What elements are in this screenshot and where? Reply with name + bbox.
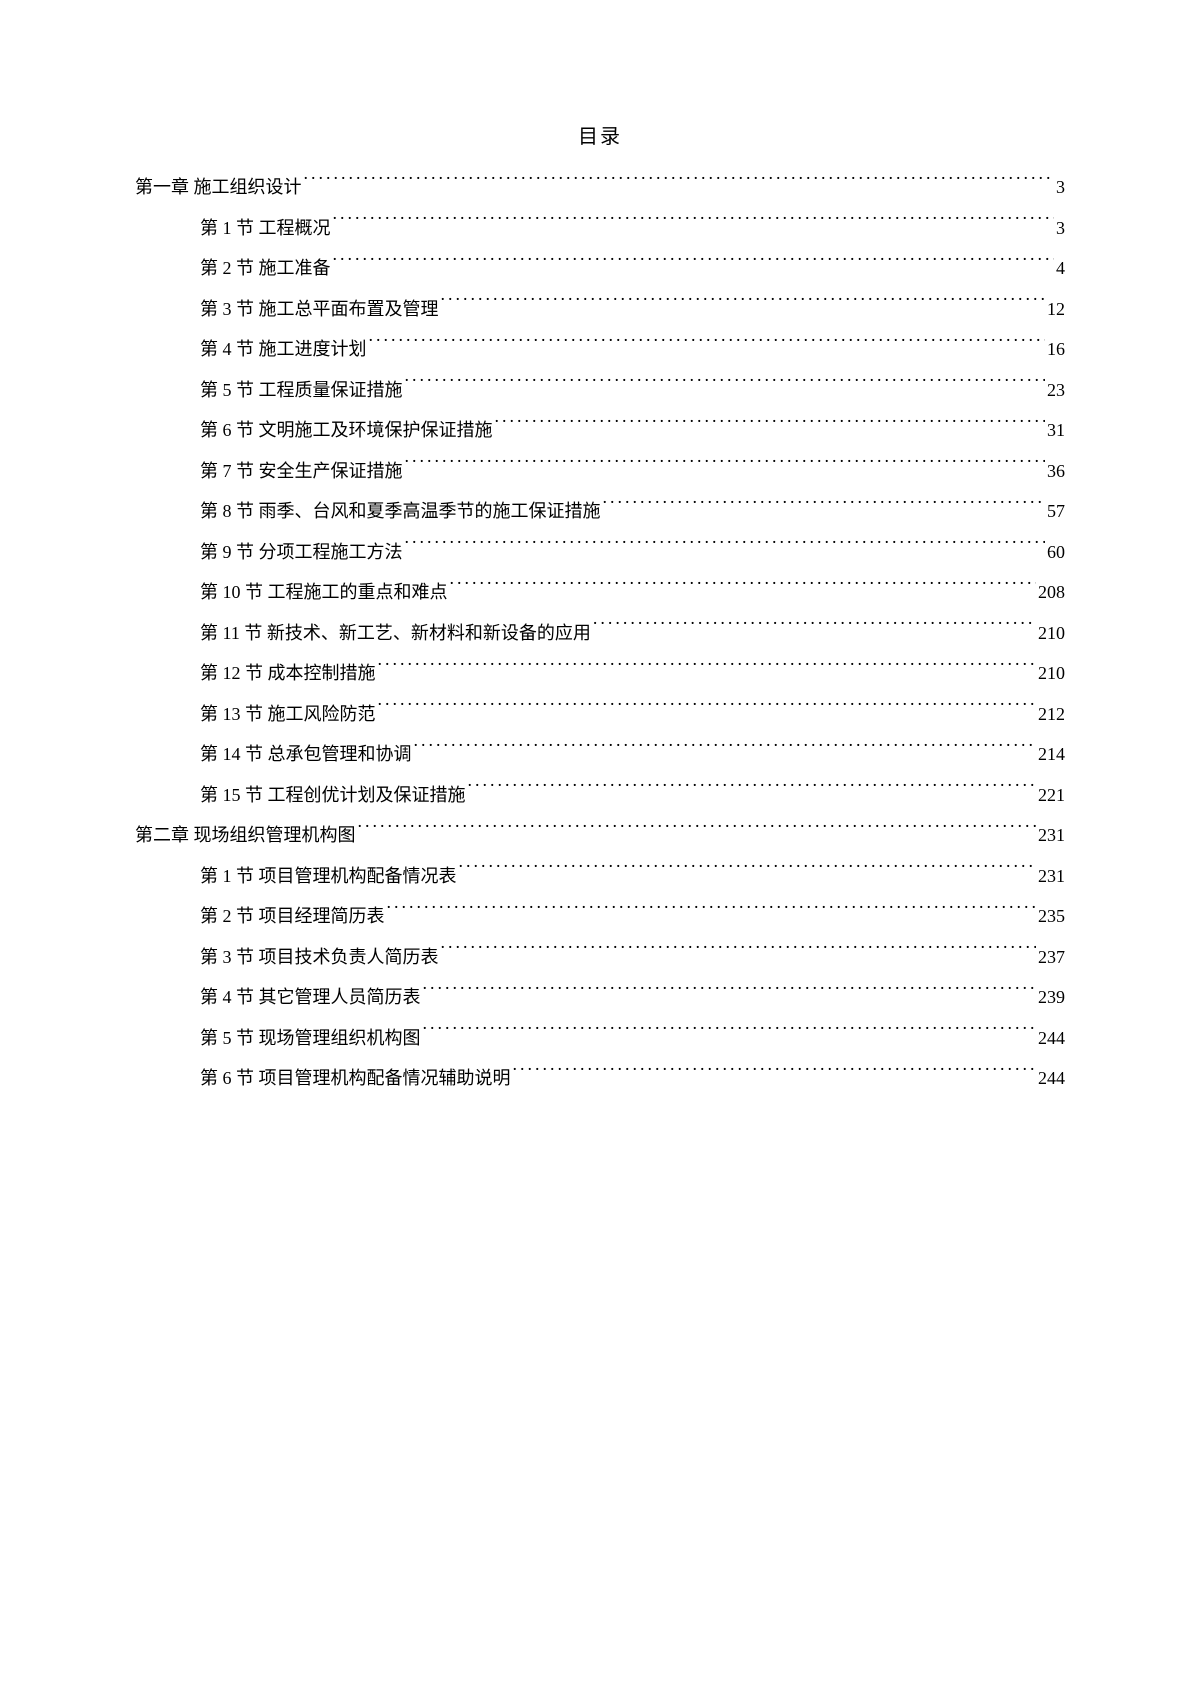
- toc-entry-page: 210: [1038, 653, 1065, 694]
- toc-entry-label: 第 1 节 工程概况: [200, 208, 331, 249]
- toc-title: 目录: [135, 120, 1065, 149]
- toc-entry-label: 第一章 施工组织设计: [135, 167, 302, 208]
- toc-leader-dots: [333, 256, 1055, 274]
- toc-entry: 第 8 节 雨季、台风和夏季高温季节的施工保证措施 57: [135, 491, 1065, 532]
- toc-entry: 第一章 施工组织设计 3: [135, 167, 1065, 208]
- toc-entry-page: 36: [1047, 451, 1065, 492]
- toc-entry: 第 13 节 施工风险防范 212: [135, 694, 1065, 735]
- toc-entry-label: 第 6 节 文明施工及环境保护保证措施: [200, 410, 493, 451]
- toc-leader-dots: [405, 378, 1046, 396]
- toc-entry-label: 第 2 节 项目经理简历表: [200, 896, 385, 937]
- toc-list: 第一章 施工组织设计3第 1 节 工程概况3第 2 节 施工准备4第 3 节 施…: [135, 167, 1065, 1099]
- toc-entry-label: 第 15 节 工程创优计划及保证措施: [200, 775, 466, 816]
- toc-entry-label: 第 11 节 新技术、新工艺、新材料和新设备的应用: [200, 613, 591, 654]
- toc-entry-label: 第 4 节 施工进度计划: [200, 329, 367, 370]
- toc-entry: 第 5 节 现场管理组织机构图 244: [135, 1018, 1065, 1059]
- toc-leader-dots: [333, 216, 1055, 234]
- toc-leader-dots: [459, 864, 1037, 882]
- toc-entry: 第 4 节 施工进度计划 16: [135, 329, 1065, 370]
- toc-leader-dots: [414, 742, 1037, 760]
- toc-entry-label: 第二章 现场组织管理机构图: [135, 815, 356, 856]
- toc-entry-label: 第 10 节 工程施工的重点和难点: [200, 572, 448, 613]
- toc-entry: 第 6 节 项目管理机构配备情况辅助说明 244: [135, 1058, 1065, 1099]
- toc-entry: 第 2 节 项目经理简历表 235: [135, 896, 1065, 937]
- toc-entry-page: 235: [1038, 896, 1065, 937]
- toc-entry: 第 7 节 安全生产保证措施 36: [135, 451, 1065, 492]
- toc-entry-label: 第 3 节 项目技术负责人简历表: [200, 937, 439, 978]
- toc-leader-dots: [468, 783, 1037, 801]
- toc-entry-page: 231: [1038, 856, 1065, 897]
- toc-entry-page: 16: [1047, 329, 1065, 370]
- toc-leader-dots: [423, 1026, 1037, 1044]
- toc-leader-dots: [513, 1066, 1037, 1084]
- toc-entry-page: 57: [1047, 491, 1065, 532]
- toc-leader-dots: [441, 297, 1046, 315]
- toc-entry: 第二章 现场组织管理机构图 231: [135, 815, 1065, 856]
- toc-entry-page: 4: [1056, 248, 1065, 289]
- toc-leader-dots: [603, 499, 1046, 517]
- toc-entry: 第 11 节 新技术、新工艺、新材料和新设备的应用 210: [135, 613, 1065, 654]
- toc-entry-page: 214: [1038, 734, 1065, 775]
- toc-entry-page: 210: [1038, 613, 1065, 654]
- toc-leader-dots: [369, 337, 1046, 355]
- toc-leader-dots: [387, 904, 1037, 922]
- toc-entry: 第 12 节 成本控制措施 210: [135, 653, 1065, 694]
- toc-entry-label: 第 7 节 安全生产保证措施: [200, 451, 403, 492]
- toc-leader-dots: [405, 459, 1046, 477]
- toc-leader-dots: [450, 580, 1037, 598]
- toc-entry: 第 15 节 工程创优计划及保证措施 221: [135, 775, 1065, 816]
- toc-entry-page: 23: [1047, 370, 1065, 411]
- toc-leader-dots: [423, 985, 1037, 1003]
- toc-entry-page: 221: [1038, 775, 1065, 816]
- toc-entry-label: 第 13 节 施工风险防范: [200, 694, 376, 735]
- toc-entry: 第 3 节 施工总平面布置及管理 12: [135, 289, 1065, 330]
- toc-leader-dots: [405, 540, 1046, 558]
- toc-entry-label: 第 3 节 施工总平面布置及管理: [200, 289, 439, 330]
- toc-entry-label: 第 2 节 施工准备: [200, 248, 331, 289]
- toc-entry-page: 212: [1038, 694, 1065, 735]
- toc-entry: 第 10 节 工程施工的重点和难点 208: [135, 572, 1065, 613]
- toc-entry-page: 3: [1056, 167, 1065, 208]
- toc-entry: 第 5 节 工程质量保证措施 23: [135, 370, 1065, 411]
- toc-entry: 第 6 节 文明施工及环境保护保证措施 31: [135, 410, 1065, 451]
- toc-entry: 第 1 节 项目管理机构配备情况表 231: [135, 856, 1065, 897]
- toc-entry-page: 244: [1038, 1018, 1065, 1059]
- toc-entry: 第 3 节 项目技术负责人简历表 237: [135, 937, 1065, 978]
- toc-entry-label: 第 14 节 总承包管理和协调: [200, 734, 412, 775]
- toc-entry-page: 31: [1047, 410, 1065, 451]
- toc-entry-page: 244: [1038, 1058, 1065, 1099]
- toc-entry-label: 第 5 节 工程质量保证措施: [200, 370, 403, 411]
- toc-entry-page: 3: [1056, 208, 1065, 249]
- toc-leader-dots: [378, 702, 1037, 720]
- toc-entry: 第 2 节 施工准备 4: [135, 248, 1065, 289]
- toc-entry-label: 第 6 节 项目管理机构配备情况辅助说明: [200, 1058, 511, 1099]
- toc-entry: 第 1 节 工程概况 3: [135, 208, 1065, 249]
- toc-leader-dots: [495, 418, 1046, 436]
- toc-entry: 第 14 节 总承包管理和协调 214: [135, 734, 1065, 775]
- toc-entry-page: 208: [1038, 572, 1065, 613]
- toc-entry: 第 4 节 其它管理人员简历表 239: [135, 977, 1065, 1018]
- toc-leader-dots: [593, 621, 1036, 639]
- toc-leader-dots: [358, 823, 1037, 841]
- toc-entry-label: 第 1 节 项目管理机构配备情况表: [200, 856, 457, 897]
- toc-entry-page: 239: [1038, 977, 1065, 1018]
- toc-leader-dots: [304, 175, 1055, 193]
- toc-entry-page: 231: [1038, 815, 1065, 856]
- toc-entry-page: 12: [1047, 289, 1065, 330]
- toc-leader-dots: [378, 661, 1037, 679]
- toc-entry-label: 第 4 节 其它管理人员简历表: [200, 977, 421, 1018]
- toc-entry-label: 第 9 节 分项工程施工方法: [200, 532, 403, 573]
- toc-leader-dots: [441, 945, 1037, 963]
- toc-entry-page: 60: [1047, 532, 1065, 573]
- toc-entry-page: 237: [1038, 937, 1065, 978]
- toc-entry-label: 第 8 节 雨季、台风和夏季高温季节的施工保证措施: [200, 491, 601, 532]
- toc-entry-label: 第 5 节 现场管理组织机构图: [200, 1018, 421, 1059]
- toc-entry: 第 9 节 分项工程施工方法 60: [135, 532, 1065, 573]
- toc-entry-label: 第 12 节 成本控制措施: [200, 653, 376, 694]
